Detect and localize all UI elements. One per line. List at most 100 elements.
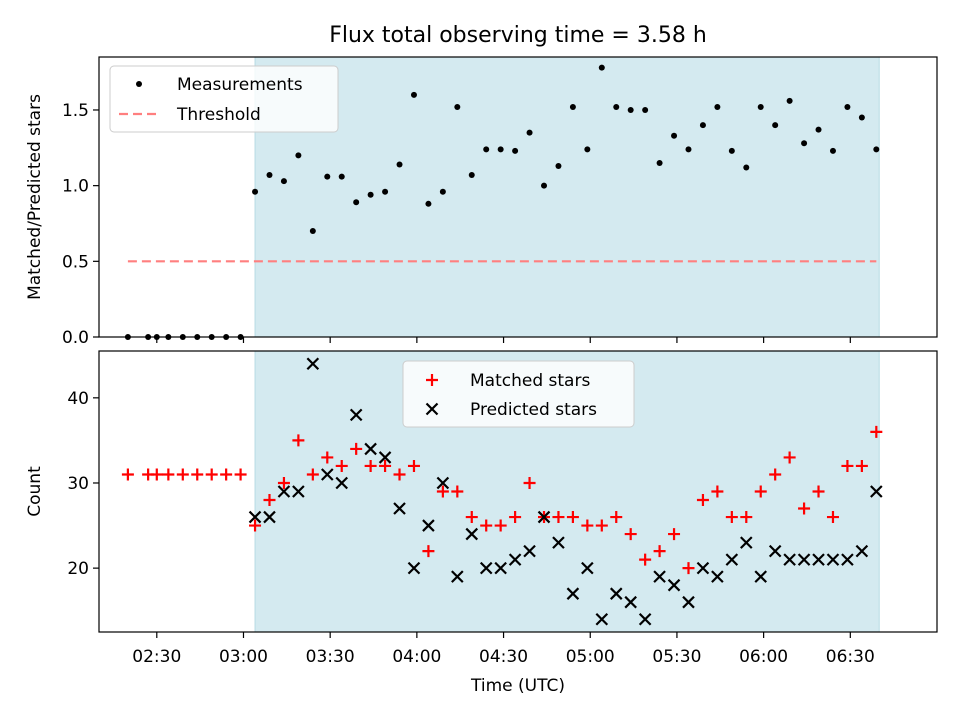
matched-stars-point	[465, 511, 478, 524]
predicted-stars-point	[349, 408, 363, 422]
matched-stars-point	[841, 459, 854, 472]
legend-predicted-label: Predicted stars	[470, 400, 597, 420]
top-y-axis-label: Matched/Predicted stars	[25, 94, 45, 300]
measurements-point	[252, 188, 259, 195]
measurements-point	[642, 106, 649, 113]
matched-stars-point	[783, 451, 796, 464]
measurements-point	[497, 146, 504, 153]
predicted-stars-point	[277, 485, 291, 498]
measurements-point	[367, 191, 374, 198]
matched-stars-point	[176, 468, 189, 481]
measurements-point	[338, 173, 345, 180]
matched-stars-point	[451, 485, 464, 498]
matched-stars-point	[393, 468, 406, 481]
predicted-stars-point	[725, 553, 739, 566]
matched-stars-point	[422, 545, 435, 558]
predicted-stars-point	[364, 442, 377, 456]
predicted-stars-point	[797, 553, 811, 566]
measurements-point	[829, 147, 836, 154]
matched-stars-point	[494, 519, 507, 532]
matched-stars-point	[610, 511, 623, 524]
bottom-y-tick-label: 20	[67, 559, 89, 579]
predicted-stars-point	[783, 553, 796, 566]
predicted-stars-point	[711, 570, 724, 583]
matched-stars-point	[205, 468, 218, 481]
predicted-stars-point	[451, 570, 464, 583]
top-axes-frame	[98, 56, 938, 338]
measurements-point	[280, 178, 287, 185]
measurements-point	[382, 188, 389, 195]
measurements-point	[699, 122, 706, 129]
matched-stars-point	[725, 511, 738, 524]
predicted-stars-point	[263, 510, 276, 524]
matched-stars-point	[364, 459, 377, 472]
predicted-stars-point	[595, 612, 609, 626]
measurements-point	[801, 140, 808, 147]
predicted-stars-point	[552, 536, 565, 549]
measurements-point	[873, 146, 880, 153]
predicted-stars-point	[566, 587, 580, 600]
matched-stars-point	[350, 442, 363, 455]
measurements-point	[396, 161, 403, 168]
matched-stars-point	[335, 459, 348, 472]
measurements-point	[598, 64, 605, 71]
matched-stars-point	[826, 511, 839, 524]
matched-stars-point	[249, 519, 262, 532]
bottom-y-tick-label: 40	[67, 389, 89, 409]
matched-stars-point	[624, 528, 637, 541]
measurements-point	[844, 103, 851, 110]
x-tick-label: 04:00	[392, 647, 441, 667]
measurements-point	[410, 91, 417, 98]
x-tick-label: 06:30	[826, 647, 875, 667]
legend-threshold-label: Threshold	[176, 105, 261, 125]
predicted-stars-point	[870, 485, 883, 498]
predicted-stars-point	[292, 485, 305, 498]
matched-stars-point	[653, 545, 666, 558]
measurements-point	[772, 122, 779, 129]
x-tick-label: 02:30	[132, 647, 181, 667]
predicted-stars-point	[653, 570, 666, 583]
top-y-tick-label: 1.5	[62, 101, 89, 121]
predicted-stars-point	[523, 544, 536, 558]
matched-stars-point	[855, 459, 868, 472]
measurements-point	[439, 188, 446, 195]
measurements-point	[266, 172, 273, 179]
measurements-point	[468, 172, 475, 179]
measurements-point	[526, 129, 533, 136]
predicted-stars-point	[740, 536, 753, 549]
x-tick-label: 06:00	[739, 647, 788, 667]
matched-stars-point	[150, 468, 163, 481]
matched-stars-point	[379, 459, 392, 472]
matched-stars-point	[234, 468, 247, 481]
top-observing-span	[254, 56, 880, 338]
top-y-tick-label: 0.5	[62, 252, 89, 272]
top-ratio-panel: 0.0 0.5 1.0 1.5 Matched/Predicted stars Measu…	[25, 56, 938, 348]
bottom-y-tick-label: 30	[67, 474, 89, 494]
matched-stars-point	[668, 528, 681, 541]
predicted-stars-point	[508, 553, 522, 566]
legend-measurements-marker	[136, 81, 142, 87]
predicted-stars-point	[248, 510, 262, 524]
matched-stars-point	[509, 511, 522, 524]
matched-stars-point	[263, 494, 276, 507]
measurements-point	[541, 182, 548, 189]
matched-stars-point	[740, 511, 753, 524]
predicted-stars-point	[667, 578, 681, 592]
matched-stars-point	[121, 468, 134, 481]
predicted-stars-point	[422, 519, 435, 532]
x-axis-label: Time (UTC)	[470, 676, 565, 696]
measurements-point	[685, 146, 692, 153]
matched-stars-point	[321, 451, 334, 464]
measurements-point	[728, 147, 735, 154]
measurements-point	[569, 103, 576, 110]
legend-predicted-marker	[425, 402, 439, 416]
predicted-stars-point	[826, 553, 840, 566]
matched-stars-point	[552, 511, 565, 524]
measurements-point	[757, 103, 764, 110]
legend-matched-marker	[426, 374, 438, 386]
x-tick-label: 05:00	[566, 647, 615, 667]
bottom-count-panel: 20 30 40 02:30 03:00 03:30 04:00 04:30 05:00 05:3…	[25, 350, 938, 696]
bottom-legend-box	[402, 360, 635, 428]
